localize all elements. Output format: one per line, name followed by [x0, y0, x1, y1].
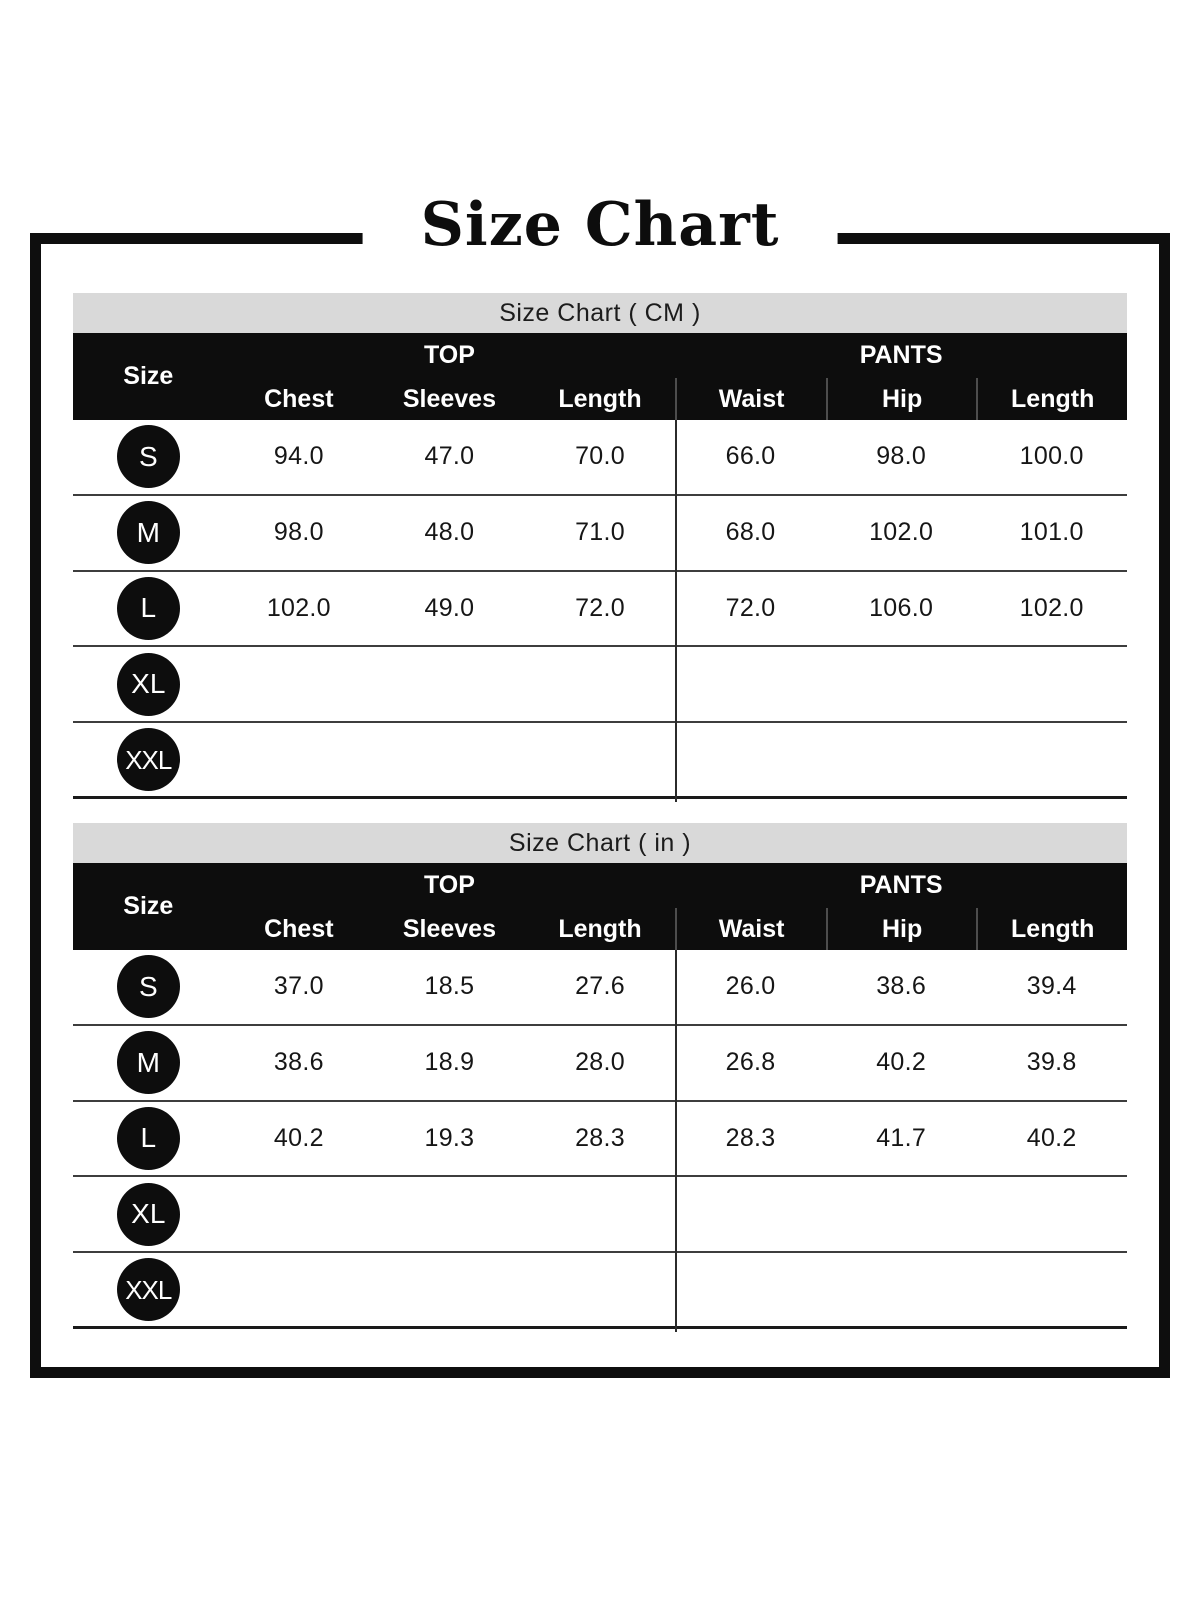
table-cell: 72.0 — [725, 593, 776, 622]
size-badge: L — [116, 1106, 180, 1170]
size-badge: XXL — [116, 1258, 180, 1322]
column-header-pants-length: Length — [976, 908, 1127, 950]
table-cell: 39.4 — [1026, 972, 1077, 1001]
table-cell: 102.0 — [266, 593, 331, 622]
size-badge-cell: XXL — [73, 1253, 224, 1326]
column-header-chest: Chest — [264, 914, 334, 943]
table-cell: 47.0 — [424, 442, 475, 471]
size-badge: L — [116, 576, 180, 640]
table-cell: 106.0 — [869, 593, 934, 622]
size-badge: XXL — [116, 728, 180, 792]
size-badge-cell: M — [73, 496, 224, 570]
table-cell: 66.0 — [725, 442, 776, 471]
group-header-pants: PANTS — [859, 871, 943, 899]
size-badge-cell: L — [73, 572, 224, 646]
table-cell: 98.0 — [876, 442, 927, 471]
table-row: M 98.0 48.0 71.0 68.0 102.0 101.0 — [73, 496, 1127, 572]
table-header: Size TOP PANTS Chest Sleeves Length Wais… — [73, 863, 1127, 950]
table-row: XXL — [73, 723, 1127, 799]
table-cell: 102.0 — [1019, 593, 1084, 622]
size-badge: XL — [116, 1182, 180, 1246]
table-row: S 37.0 18.5 27.6 26.0 38.6 39.4 — [73, 950, 1127, 1026]
table-cell: 71.0 — [575, 518, 625, 547]
table-cell: 40.2 — [1026, 1123, 1077, 1152]
group-header-top: TOP — [423, 341, 475, 369]
table-row: M 38.6 18.9 28.0 26.8 40.2 39.8 — [73, 1026, 1127, 1102]
size-badge-cell: L — [73, 1102, 224, 1176]
table-cell: 28.0 — [575, 1048, 625, 1077]
column-header-top-length: Length — [558, 384, 642, 413]
table-cell: 26.8 — [725, 1048, 776, 1077]
table-cell: 28.3 — [725, 1123, 776, 1152]
group-header-top: TOP — [423, 871, 475, 899]
size-badge: M — [116, 501, 180, 565]
table-cell: 19.3 — [424, 1123, 475, 1152]
table-cell: 40.2 — [273, 1123, 324, 1152]
column-header-size: Size — [123, 892, 174, 920]
table-row: L 40.2 19.3 28.3 28.3 41.7 40.2 — [73, 1102, 1127, 1178]
size-badge-cell: S — [73, 950, 224, 1024]
column-header-sleeves: Sleeves — [402, 914, 496, 943]
table-row: XXL — [73, 1253, 1127, 1329]
table-cell: 26.0 — [725, 972, 776, 1001]
table-cell: 101.0 — [1019, 518, 1084, 547]
table-cell: 39.8 — [1026, 1048, 1077, 1077]
group-header-pants: PANTS — [859, 341, 943, 369]
table-cell: 72.0 — [575, 593, 625, 622]
table-cell: 18.5 — [424, 972, 475, 1001]
size-chart-table-in: Size Chart ( in ) Size TOP PANTS Chest S… — [73, 823, 1127, 1332]
column-header-waist: Waist — [675, 378, 826, 420]
table-row: XL — [73, 647, 1127, 724]
table-header: Size TOP PANTS Chest Sleeves Length Wais… — [73, 333, 1127, 420]
size-chart-table-cm: Size Chart ( CM ) Size TOP PANTS Chest S… — [73, 293, 1127, 802]
table-cell: 38.6 — [876, 972, 927, 1001]
table-cell: 48.0 — [424, 518, 475, 547]
table-caption: Size Chart ( in ) — [73, 823, 1127, 863]
size-badge-cell: XL — [73, 647, 224, 721]
table-cell: 70.0 — [575, 442, 625, 471]
table-cell: 102.0 — [869, 518, 934, 547]
table-cell: 38.6 — [273, 1048, 324, 1077]
top-pants-divider-line — [675, 950, 677, 1332]
table-row: L 102.0 49.0 72.0 72.0 106.0 102.0 — [73, 572, 1127, 648]
table-cell: 40.2 — [876, 1048, 927, 1077]
column-header-waist: Waist — [675, 908, 826, 950]
column-header-size: Size — [123, 362, 174, 390]
size-badge-cell: XXL — [73, 723, 224, 796]
column-header-hip: Hip — [825, 908, 977, 950]
table-cell: 28.3 — [575, 1123, 625, 1152]
table-cell: 41.7 — [876, 1123, 927, 1152]
table-row: S 94.0 47.0 70.0 66.0 98.0 100.0 — [73, 420, 1127, 496]
column-header-sleeves: Sleeves — [402, 384, 496, 413]
column-header-pants-length: Length — [976, 378, 1127, 420]
size-badge-cell: S — [73, 420, 224, 494]
table-cell: 18.9 — [424, 1048, 475, 1077]
column-header-hip: Hip — [825, 378, 977, 420]
size-badge: XL — [116, 652, 180, 716]
table-cell: 37.0 — [273, 972, 324, 1001]
size-badge-cell: XL — [73, 1177, 224, 1251]
table-cell: 27.6 — [575, 972, 625, 1001]
column-header-chest: Chest — [264, 384, 334, 413]
column-header-top-length: Length — [558, 914, 642, 943]
table-cell: 94.0 — [273, 442, 324, 471]
table-cell: 68.0 — [725, 518, 776, 547]
table-cell: 49.0 — [424, 593, 475, 622]
top-pants-divider-line — [675, 420, 677, 802]
size-badge: M — [116, 1031, 180, 1095]
size-badge-cell: M — [73, 1026, 224, 1100]
page-title: Size Chart — [362, 188, 838, 262]
size-badge: S — [116, 955, 180, 1019]
table-cell: 100.0 — [1019, 442, 1084, 471]
table-row: XL — [73, 1177, 1127, 1254]
table-cell: 98.0 — [273, 518, 324, 547]
table-caption: Size Chart ( CM ) — [73, 293, 1127, 333]
size-badge: S — [116, 425, 180, 489]
